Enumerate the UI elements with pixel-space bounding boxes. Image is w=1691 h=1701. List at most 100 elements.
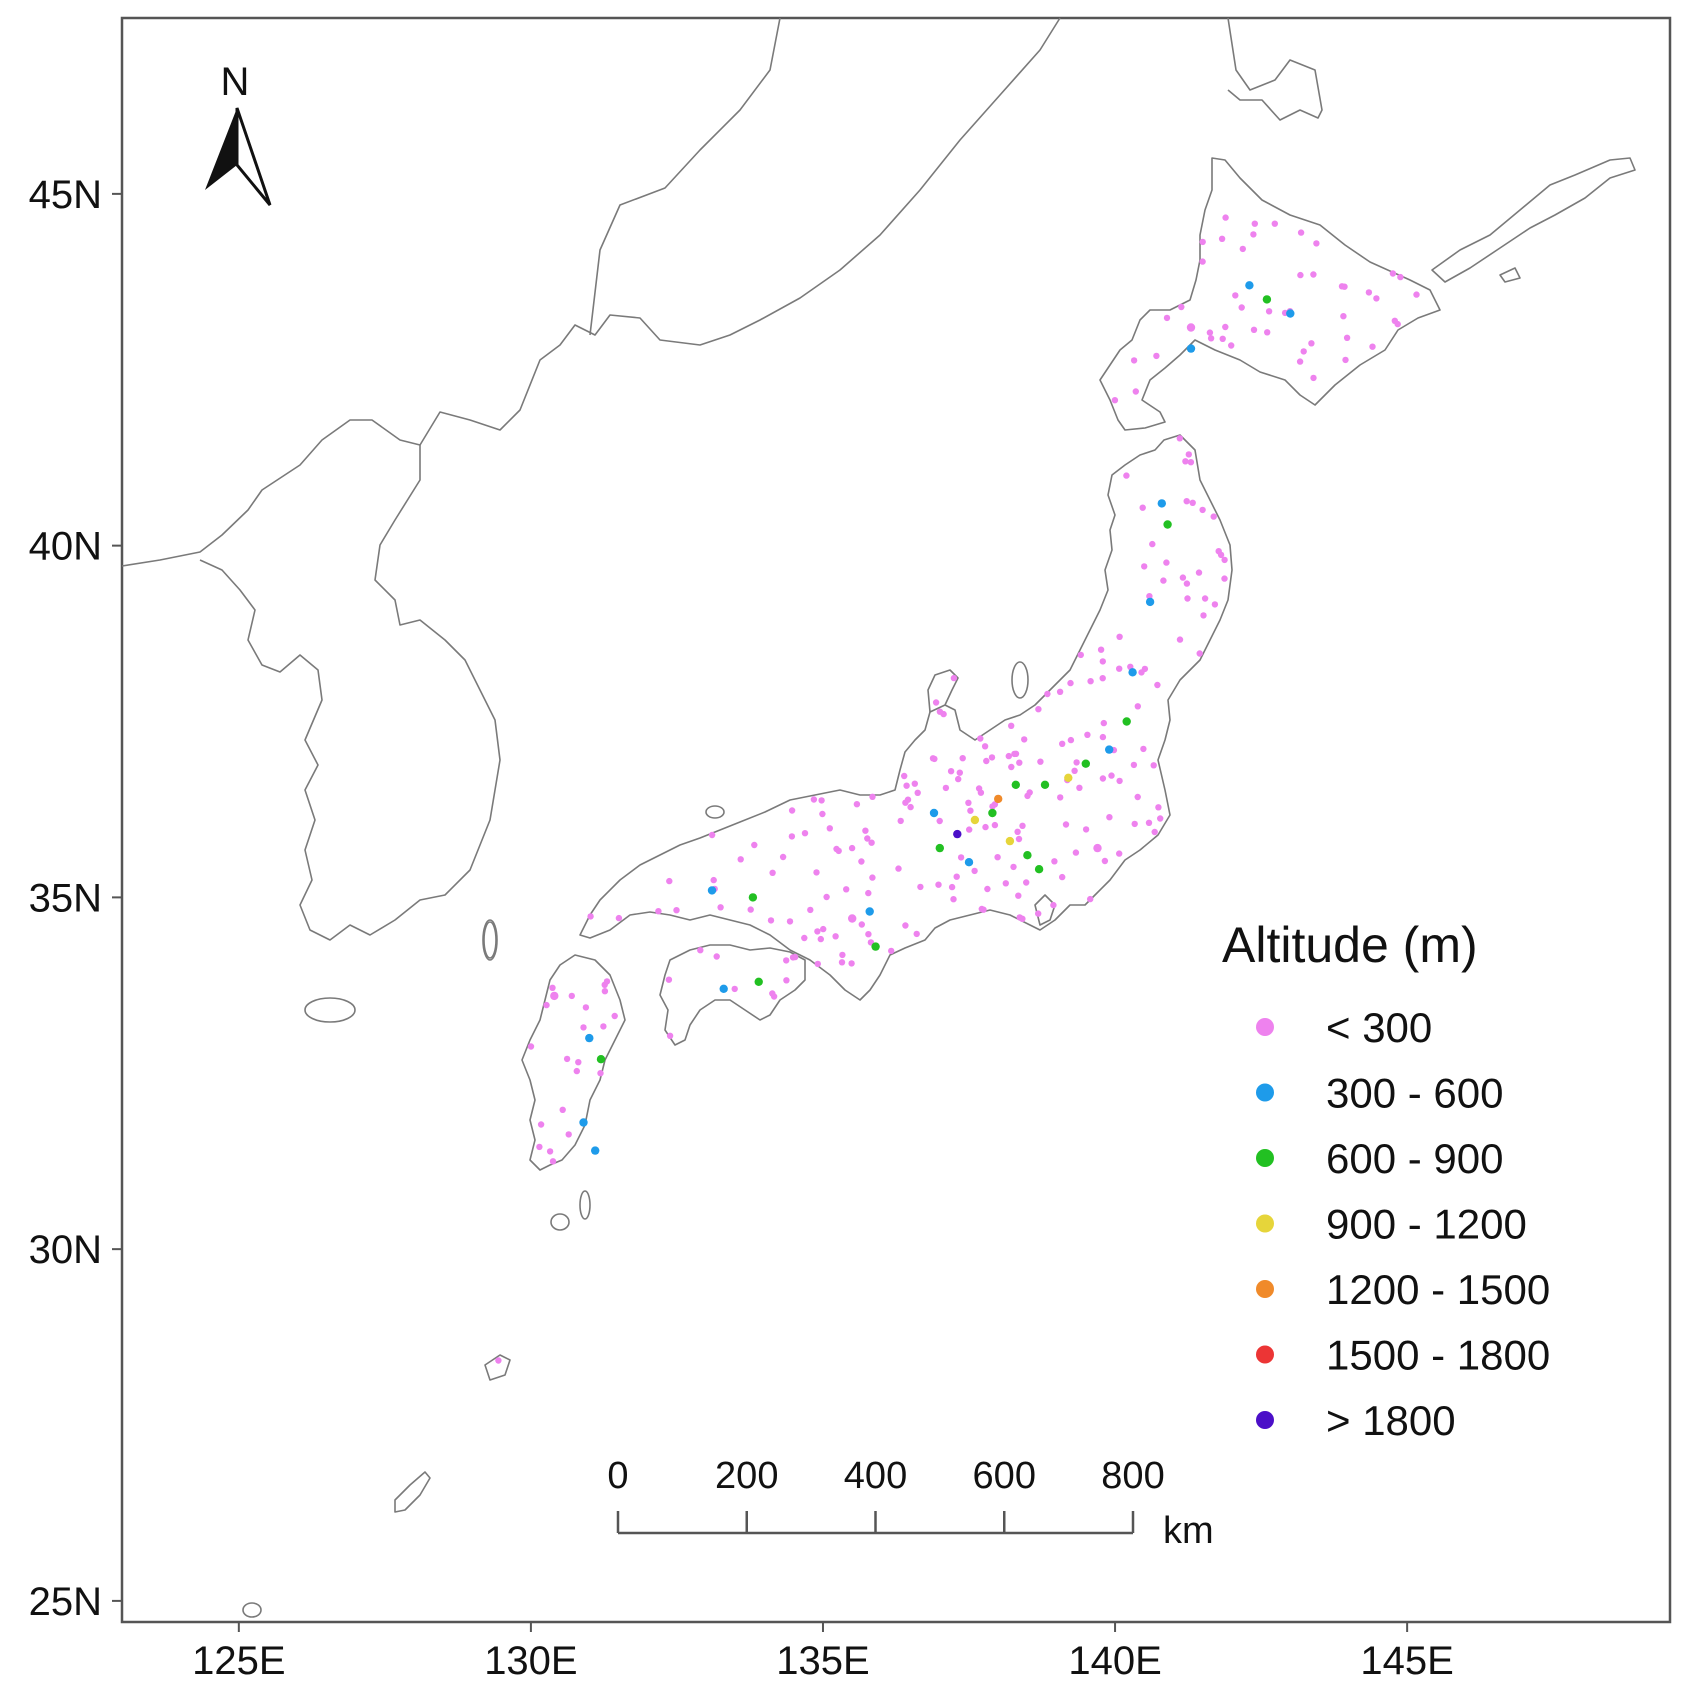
station-point-lt300 <box>1077 651 1085 659</box>
station-point <box>1005 836 1015 846</box>
station-point <box>865 907 874 916</box>
station-point-lt300 <box>865 931 872 938</box>
station-point-lt300 <box>543 1001 550 1009</box>
y-tick-label: 40N <box>29 525 102 569</box>
station-point-lt300 <box>601 988 609 995</box>
station-point-lt300 <box>901 772 908 780</box>
station-point-lt300 <box>1397 273 1404 281</box>
station-point <box>1064 773 1073 782</box>
station-point-lt300 <box>1206 329 1214 336</box>
legend-swatch <box>1256 1411 1274 1429</box>
station-point-lt300 <box>1145 819 1153 826</box>
station-point-lt300 <box>967 807 974 814</box>
station-point-lt300 <box>788 833 796 840</box>
station-point-lt300 <box>1130 761 1138 769</box>
station-point-lt300 <box>786 918 794 925</box>
station-point-lt300 <box>1134 703 1142 710</box>
station-point-lt300 <box>1300 348 1307 355</box>
station-point-lt300 <box>989 803 996 810</box>
station-point-lt300 <box>1211 601 1219 608</box>
station-point <box>579 1118 588 1127</box>
station-point <box>1186 344 1196 353</box>
station-point-lt300 <box>858 921 865 928</box>
station-point-lt300 <box>1221 556 1228 564</box>
station-point-lt300 <box>1189 499 1196 506</box>
north-arrow-label: N <box>221 60 250 104</box>
scale-bar-unit: km <box>1163 1510 1214 1552</box>
station-point-lt300 <box>779 853 787 861</box>
station-point-lt300 <box>862 827 869 834</box>
station-point-lt300 <box>991 821 999 829</box>
station-point <box>1163 520 1172 529</box>
station-point-lt300 <box>1016 759 1023 766</box>
station-point-lt300 <box>1002 880 1009 887</box>
station-point <box>1081 759 1091 768</box>
station-point-lt300 <box>848 960 855 967</box>
station-point-lt300 <box>1150 762 1157 769</box>
station-point-lt300 <box>536 1143 543 1151</box>
station-point-lt300 <box>1141 665 1149 673</box>
station-point-lt300 <box>1238 304 1245 311</box>
station-point-lt300 <box>1116 777 1123 785</box>
station-point-lt300 <box>994 854 1001 861</box>
station-point-lt300 <box>955 775 962 783</box>
station-point-lt300 <box>1200 612 1207 619</box>
station-point-lt300 <box>1222 323 1229 331</box>
station-point <box>585 1033 594 1043</box>
station-point-lt300 <box>666 1032 674 1040</box>
station-point-lt300 <box>600 1023 607 1030</box>
station-point-lt300 <box>1373 295 1380 302</box>
station-point <box>1157 499 1167 508</box>
station-point-lt300 <box>1179 574 1187 581</box>
station-point-lt300 <box>982 823 989 831</box>
station-point-lt300 <box>1163 314 1171 322</box>
station-point-lt300 <box>1067 736 1075 744</box>
station-point-lt300 <box>1232 292 1239 299</box>
station-point-lt300 <box>1264 329 1271 336</box>
station-point <box>1093 843 1102 853</box>
station-point-lt300 <box>817 935 824 943</box>
station-point-lt300 <box>1011 750 1018 758</box>
station-point-lt300 <box>823 893 830 901</box>
station-point-lt300 <box>1155 804 1162 811</box>
station-point-lt300 <box>1153 352 1160 360</box>
station-point-lt300 <box>869 793 876 800</box>
station-point <box>748 893 758 902</box>
amami-oshima <box>484 1354 511 1381</box>
station-point <box>1286 309 1295 318</box>
station-point-lt300 <box>708 831 716 839</box>
station-point-lt300 <box>1310 374 1317 382</box>
station-point-lt300 <box>932 699 940 706</box>
station-point-lt300 <box>783 957 790 964</box>
station-point-lt300 <box>888 947 895 955</box>
station-point-lt300 <box>956 769 963 776</box>
station-point-lt300 <box>1195 569 1203 576</box>
station-point-lt300 <box>1151 828 1158 836</box>
station-point-lt300 <box>1108 772 1115 779</box>
station-point-lt300 <box>565 1131 572 1138</box>
station-point-lt300 <box>1221 575 1228 582</box>
station-point <box>550 991 559 1001</box>
oki-islands <box>705 805 725 819</box>
station-point-lt300 <box>1222 214 1229 221</box>
station-point-lt300 <box>813 869 820 876</box>
station-point-lt300 <box>1099 658 1107 665</box>
station-point <box>1040 780 1050 789</box>
station-point-lt300 <box>957 854 965 861</box>
station-point-lt300 <box>1019 915 1026 922</box>
station-point-lt300 <box>1082 826 1090 833</box>
station-point-lt300 <box>1057 794 1064 801</box>
station-point <box>994 794 1003 804</box>
tsushima <box>483 921 497 959</box>
station-point-lt300 <box>942 784 950 792</box>
station-point-lt300 <box>1219 335 1226 342</box>
izu-peninsula <box>1034 894 1056 926</box>
station-point-lt300 <box>1413 291 1420 298</box>
station-point-lt300 <box>717 904 724 911</box>
station-point-lt300 <box>935 881 942 888</box>
station-point-lt300 <box>1199 506 1206 514</box>
station-point-lt300 <box>983 757 990 765</box>
legend: Altitude (m) < 300 300 - 600 600 - 900 900 -… <box>1222 917 1550 1444</box>
station-point-lt300 <box>1116 633 1123 640</box>
sado-island <box>1011 661 1029 699</box>
